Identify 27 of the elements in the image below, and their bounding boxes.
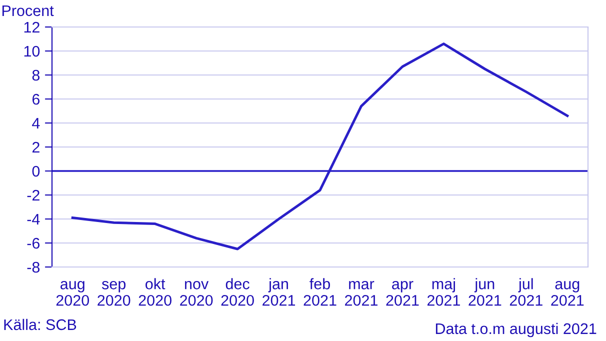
x-tick-label: sep 2020 — [98, 280, 130, 306]
y-tick-label: 0 — [32, 166, 40, 177]
y-tick-label: 6 — [32, 94, 40, 105]
y-tick-label: 8 — [32, 70, 40, 81]
y-axis-title: Procent — [2, 5, 54, 16]
y-tick-label: -2 — [27, 190, 40, 201]
y-tick-label: 12 — [24, 22, 40, 33]
x-tick-label: mar 2021 — [345, 280, 378, 306]
x-tick-label: aug 2020 — [56, 280, 90, 306]
y-tick-label: -6 — [27, 238, 40, 249]
x-tick-label: jan 2021 — [262, 278, 296, 306]
y-tick-label: -4 — [27, 214, 40, 225]
y-tick-label: -8 — [27, 262, 40, 273]
x-tick-label: maj 2021 — [427, 278, 460, 306]
y-tick-label: 4 — [32, 118, 40, 129]
x-tick-label: okt 2020 — [138, 278, 172, 306]
x-tick-label: feb 2021 — [304, 278, 336, 306]
text: Källa: SCB — [4, 318, 76, 330]
x-tick-label: aug 2021 — [551, 280, 584, 306]
x-tick-label: dec 2020 — [221, 278, 254, 306]
x-tick-label: jun 2021 — [468, 278, 502, 306]
x-tick-label: apr 2021 — [386, 280, 419, 306]
x-tick-label: jul 2021 — [510, 278, 542, 306]
y-tick-label: 2 — [32, 142, 40, 153]
y-tick-label: 10 — [24, 46, 40, 57]
text: Data t.o.m augusti 2021 — [436, 322, 596, 338]
x-tick-label: nov 2020 — [180, 280, 213, 306]
